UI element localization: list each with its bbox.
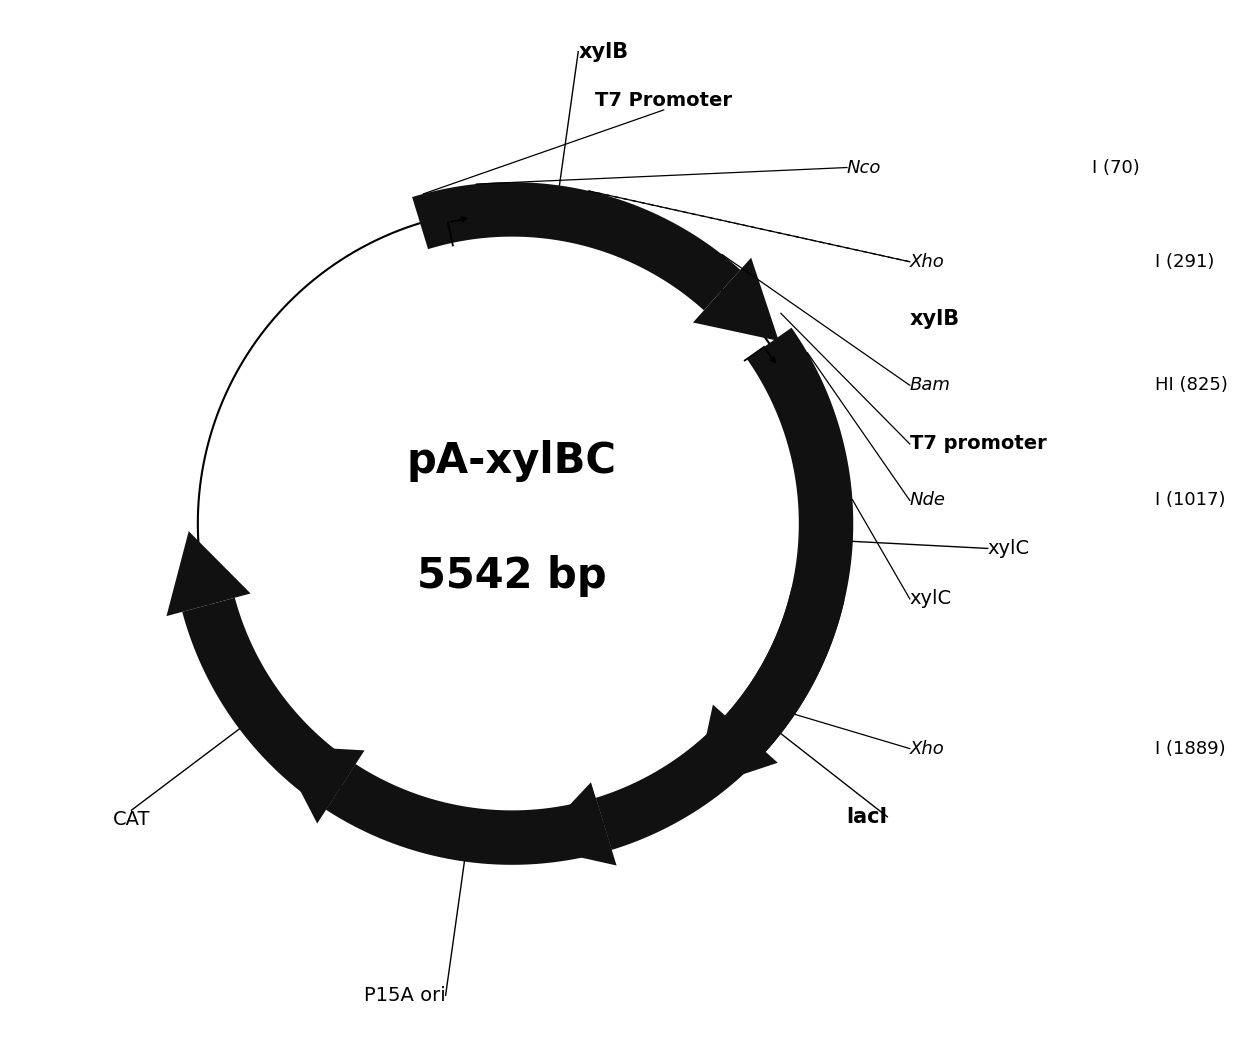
Text: Bam: Bam — [910, 376, 951, 395]
Text: 5542 bp: 5542 bp — [417, 555, 606, 597]
Polygon shape — [182, 598, 356, 809]
Text: xylC: xylC — [987, 539, 1029, 558]
Polygon shape — [531, 782, 616, 866]
Text: Nco: Nco — [847, 158, 882, 177]
Text: CAT: CAT — [113, 810, 150, 829]
Text: T7 Promoter: T7 Promoter — [595, 91, 733, 110]
Polygon shape — [725, 328, 853, 752]
Text: xylC: xylC — [910, 589, 952, 608]
Text: I (1889): I (1889) — [1154, 739, 1225, 758]
Text: xylB: xylB — [910, 309, 960, 330]
Polygon shape — [326, 764, 611, 865]
Text: P15A ori: P15A ori — [363, 985, 445, 1005]
Text: T7 promoter: T7 promoter — [910, 435, 1047, 453]
Polygon shape — [412, 182, 740, 310]
Text: pA-xylBC: pA-xylBC — [407, 440, 618, 482]
Text: I (1017): I (1017) — [1154, 491, 1225, 510]
Polygon shape — [595, 588, 844, 850]
Polygon shape — [277, 745, 365, 824]
Text: xylB: xylB — [578, 42, 629, 62]
Text: HI (825): HI (825) — [1154, 376, 1228, 395]
Polygon shape — [693, 258, 779, 341]
Text: I (70): I (70) — [1092, 158, 1140, 177]
Text: Xho: Xho — [910, 252, 945, 271]
Polygon shape — [166, 531, 250, 616]
Text: lacI: lacI — [846, 807, 888, 827]
Text: Nde: Nde — [910, 491, 946, 510]
Text: Xho: Xho — [910, 739, 945, 758]
Text: I (291): I (291) — [1154, 252, 1214, 271]
Polygon shape — [694, 705, 777, 790]
